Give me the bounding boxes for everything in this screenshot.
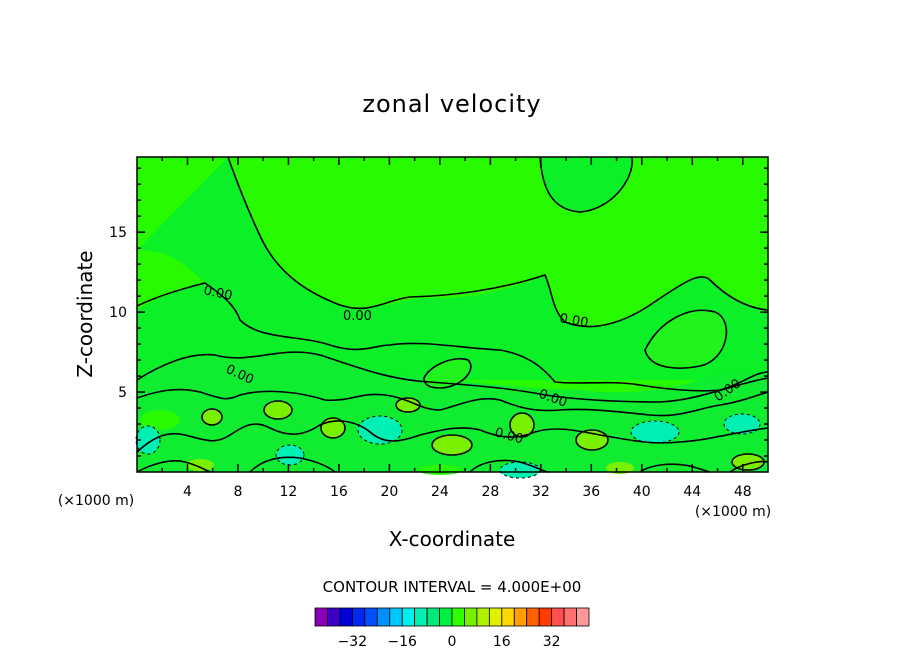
axis-ticks — [137, 157, 768, 472]
x-tick-label: 32 — [532, 484, 550, 500]
x-tick-label: 36 — [582, 484, 600, 500]
x-tick-label: 4 — [183, 484, 192, 500]
x-tick-label: 20 — [380, 484, 398, 500]
colorbar-swatch — [351, 607, 366, 627]
y-tick-labels: 5 10 15 — [109, 225, 127, 401]
contour-lines-dashed — [135, 413, 761, 479]
colorbar-swatch — [339, 607, 353, 627]
colorbar-swatch — [414, 607, 428, 627]
colorbar-swatch — [476, 607, 490, 627]
contour-label: 0.00 — [343, 309, 372, 324]
colorbar-swatch — [563, 607, 577, 627]
contour-label: 0.00 — [558, 311, 589, 331]
colorbar-swatch — [364, 607, 378, 627]
colorbar-swatch — [501, 607, 515, 627]
colorbar-swatch — [327, 607, 341, 627]
contour-fill-mid — [137, 352, 768, 472]
colorbar-swatch — [551, 607, 565, 627]
x-tick-label: 48 — [734, 484, 752, 500]
colorbar-swatch — [513, 607, 528, 627]
contour-label: 0.00 — [493, 425, 525, 447]
colorbar-swatch — [488, 607, 503, 627]
colorbar — [314, 607, 590, 627]
y-axis-label: Z-coordinate — [73, 250, 97, 377]
colorbar-tick-label: 16 — [493, 634, 511, 650]
x-axis-label: X-coordinate — [389, 527, 516, 551]
contour-label: 0.00 — [202, 283, 233, 304]
colorbar-swatch — [389, 607, 403, 627]
y-tick-label: 15 — [109, 225, 127, 241]
x-tick-label: 44 — [683, 484, 701, 500]
colorbar-swatch — [401, 607, 416, 627]
x-unit-label-right: (×1000 m) — [695, 504, 771, 520]
colorbar-swatch — [576, 607, 590, 627]
colorbar-tick-label: 0 — [448, 634, 457, 650]
x-tick-label: 16 — [330, 484, 348, 500]
colorbar-tick-label: 32 — [543, 634, 561, 650]
colorbar-tick-label: −16 — [387, 634, 417, 650]
x-unit-label-left: (×1000 m) — [58, 493, 134, 509]
colorbar-tick-label: −32 — [338, 634, 368, 650]
plot-frame — [136, 156, 769, 473]
x-tick-label: 40 — [633, 484, 651, 500]
y-tick-label: 10 — [109, 305, 127, 321]
colorbar-tick-labels: −32 −16 0 16 32 — [338, 634, 561, 650]
colorbar-swatch — [526, 607, 540, 627]
x-tick-label: 8 — [233, 484, 242, 500]
chart-title: zonal velocity — [362, 90, 541, 118]
plot-area: 0.00 0.00 0.00 0.00 0.00 0.00 0.00 — [135, 156, 769, 479]
colorbar-swatch — [538, 607, 553, 627]
colorbar-swatch — [451, 607, 465, 627]
colorbar-swatch — [426, 607, 440, 627]
x-tick-label: 24 — [431, 484, 449, 500]
colorbar-swatch — [439, 607, 453, 627]
colorbar-swatch — [376, 607, 391, 627]
y-tick-label: 5 — [118, 385, 127, 401]
x-tick-label: 28 — [481, 484, 499, 500]
x-tick-label: 12 — [280, 484, 298, 500]
contour-fill-cell-b — [424, 358, 471, 388]
contour-lines — [136, 156, 769, 473]
x-tick-labels: 4 8 12 16 20 24 28 32 36 40 44 48 — [183, 484, 752, 500]
colorbar-swatch — [314, 607, 328, 627]
colorbar-swatch — [464, 607, 478, 627]
contour-interval-text: CONTOUR INTERVAL = 4.000E+00 — [323, 578, 582, 596]
